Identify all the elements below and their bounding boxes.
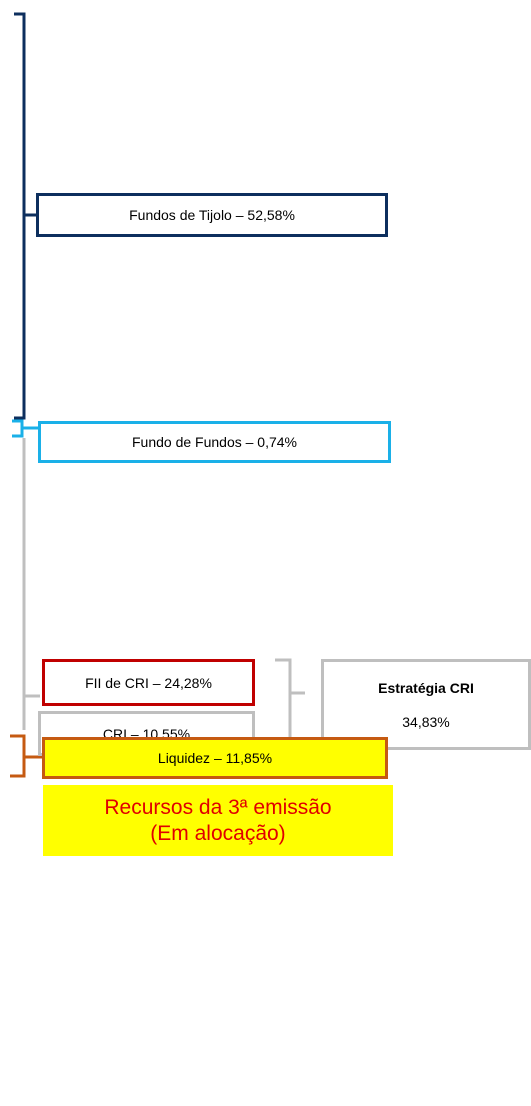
box-tijolo: Fundos de Tijolo – 52,58% [36, 193, 388, 237]
bracket-tijolo [14, 12, 36, 420]
box-fof: Fundo de Fundos – 0,74% [38, 421, 391, 463]
note: Recursos da 3ª emissão (Em alocação) [43, 785, 393, 856]
strategy-title: Estratégia CRI [378, 679, 474, 696]
strategy-value: 34,83% [402, 713, 450, 730]
box-strategy: Estratégia CRI 34,83% [321, 659, 531, 750]
note-line: Recursos da 3ª emissão [104, 795, 332, 819]
bracket-fof [12, 419, 38, 438]
bracket-liquidez [10, 734, 42, 778]
note-line: (Em alocação) [150, 821, 286, 845]
box-liquidez: Liquidez – 11,85% [42, 737, 388, 779]
bracket-cri [22, 438, 40, 730]
box-fii-cri: FII de CRI – 24,28% [42, 659, 255, 706]
